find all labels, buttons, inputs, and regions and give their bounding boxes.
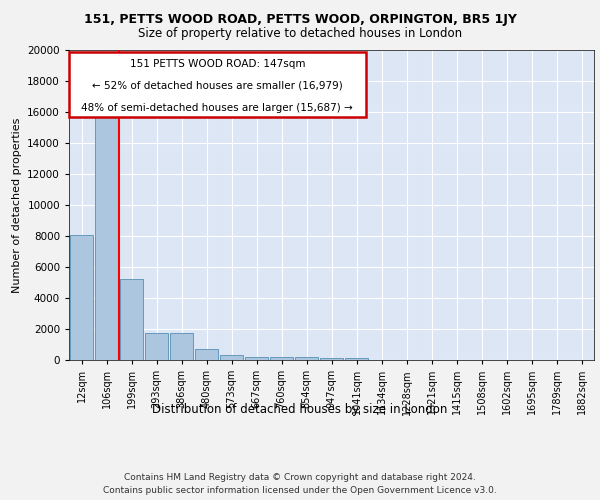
Text: ← 52% of detached houses are smaller (16,979): ← 52% of detached houses are smaller (16… (92, 81, 343, 91)
Text: Distribution of detached houses by size in London: Distribution of detached houses by size … (152, 402, 448, 415)
Bar (245, 356, 268, 360)
Bar (145, 333, 169, 360)
Text: 48% of semi-detached houses are larger (15,687) →: 48% of semi-detached houses are larger (… (82, 102, 353, 113)
Bar (295, 358, 319, 360)
Bar (70, 235, 94, 360)
Bar (320, 358, 343, 360)
Text: Contains public sector information licensed under the Open Government Licence v3: Contains public sector information licen… (103, 486, 497, 495)
Bar (95, 102, 118, 360)
Text: Contains HM Land Registry data © Crown copyright and database right 2024.: Contains HM Land Registry data © Crown c… (124, 472, 476, 482)
Bar (220, 356, 244, 360)
FancyBboxPatch shape (69, 52, 365, 116)
Bar (194, 349, 218, 360)
Bar (344, 358, 368, 360)
Y-axis label: Number of detached properties: Number of detached properties (11, 118, 22, 292)
Bar (170, 333, 193, 360)
Text: 151 PETTS WOOD ROAD: 147sqm: 151 PETTS WOOD ROAD: 147sqm (130, 60, 305, 70)
Bar (119, 278, 143, 360)
Text: Size of property relative to detached houses in London: Size of property relative to detached ho… (138, 28, 462, 40)
Text: 151, PETTS WOOD ROAD, PETTS WOOD, ORPINGTON, BR5 1JY: 151, PETTS WOOD ROAD, PETTS WOOD, ORPING… (83, 12, 517, 26)
Bar (269, 357, 293, 360)
